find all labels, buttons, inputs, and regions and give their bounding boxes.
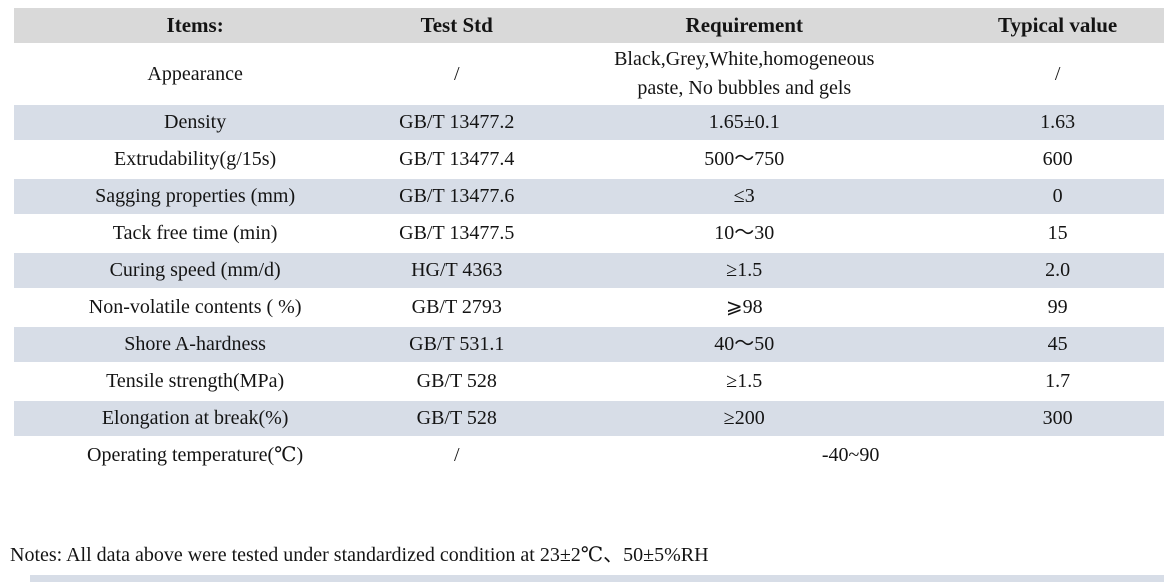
cell-item: Density: [14, 104, 377, 142]
cell-test-std: GB/T 13477.5: [376, 215, 538, 253]
table-row: Sagging properties (mm) GB/T 13477.6 ≤3 …: [14, 178, 1164, 216]
cell-item: Appearance: [14, 44, 377, 105]
table-row: Curing speed (mm/d) HG/T 4363 ≥1.5 2.0: [14, 252, 1164, 290]
table-row: Elongation at break(%) GB/T 528 ≥200 300: [14, 400, 1164, 438]
table-row: Tensile strength(MPa) GB/T 528 ≥1.5 1.7: [14, 363, 1164, 401]
cell-item: Extrudability(g/15s): [14, 141, 377, 179]
cell-item: Curing speed (mm/d): [14, 252, 377, 290]
table-row: Operating temperature(℃) / -40~90: [14, 437, 1164, 475]
cell-typical-value: 0: [951, 178, 1164, 216]
cell-typical-value: 99: [951, 289, 1164, 327]
cell-item: Sagging properties (mm): [14, 178, 377, 216]
cell-test-std: HG/T 4363: [376, 252, 538, 290]
table-row: Shore A-hardness GB/T 531.1 40～50 45: [14, 326, 1164, 364]
table-row: Tack free time (min) GB/T 13477.5 10～30 …: [14, 215, 1164, 253]
cell-requirement: Black,Grey,White,homogeneous paste, No b…: [537, 44, 952, 105]
table-header-row: Items: Test Std Requirement Typical valu…: [14, 8, 1164, 45]
table-row: Density GB/T 13477.2 1.65±0.1 1.63: [14, 104, 1164, 142]
cell-test-std: GB/T 528: [376, 363, 538, 401]
spec-table: Items: Test Std Requirement Typical valu…: [14, 8, 1164, 475]
cell-requirement: 40～50: [537, 326, 952, 364]
cell-requirement: ≥1.5: [537, 363, 952, 401]
cell-requirement: ≤3: [537, 178, 952, 216]
header-requirement: Requirement: [537, 8, 952, 45]
cell-test-std: /: [376, 44, 538, 105]
table-row: Extrudability(g/15s) GB/T 13477.4 500～75…: [14, 141, 1164, 179]
cell-item: Tack free time (min): [14, 215, 377, 253]
header-items: Items:: [14, 8, 377, 45]
cell-typical-value: 1.7: [951, 363, 1164, 401]
header-test-std: Test Std: [376, 8, 538, 45]
cell-requirement: ≥1.5: [537, 252, 952, 290]
cell-typical-value: 1.63: [951, 104, 1164, 142]
cell-item: Non-volatile contents ( %): [14, 289, 377, 327]
cutoff-row-band: [30, 575, 1164, 582]
header-typical-value: Typical value: [951, 8, 1164, 45]
cell-requirement: ⩾98: [537, 289, 952, 327]
cell-typical-value: 600: [951, 141, 1164, 179]
cell-requirement: 1.65±0.1: [537, 104, 952, 142]
cell-test-std: GB/T 13477.2: [376, 104, 538, 142]
cell-test-std: GB/T 528: [376, 400, 538, 438]
notes-text: Notes: All data above were tested under …: [10, 544, 709, 566]
cell-item: Tensile strength(MPa): [14, 363, 377, 401]
cell-test-std: GB/T 13477.6: [376, 178, 538, 216]
cell-typical-value: 300: [951, 400, 1164, 438]
cell-requirement: 500～750: [537, 141, 952, 179]
cell-typical-value: 15: [951, 215, 1164, 253]
cell-typical-value: 2.0: [951, 252, 1164, 290]
cell-test-std: GB/T 13477.4: [376, 141, 538, 179]
cell-item: Elongation at break(%): [14, 400, 377, 438]
cell-requirement: ≥200: [537, 400, 952, 438]
cell-test-std: /: [376, 437, 538, 475]
table-row: Appearance / Black,Grey,White,homogeneou…: [14, 44, 1164, 105]
cell-item: Shore A-hardness: [14, 326, 377, 364]
cell-item: Operating temperature(℃): [14, 437, 377, 475]
cell-typical-value: /: [951, 44, 1164, 105]
cell-typical-value: 45: [951, 326, 1164, 364]
cell-requirement: 10～30: [537, 215, 952, 253]
cell-test-std: GB/T 531.1: [376, 326, 538, 364]
table-row: Non-volatile contents ( %) GB/T 2793 ⩾98…: [14, 289, 1164, 327]
cell-test-std: GB/T 2793: [376, 289, 538, 327]
cell-requirement-merged: -40~90: [537, 437, 1164, 475]
